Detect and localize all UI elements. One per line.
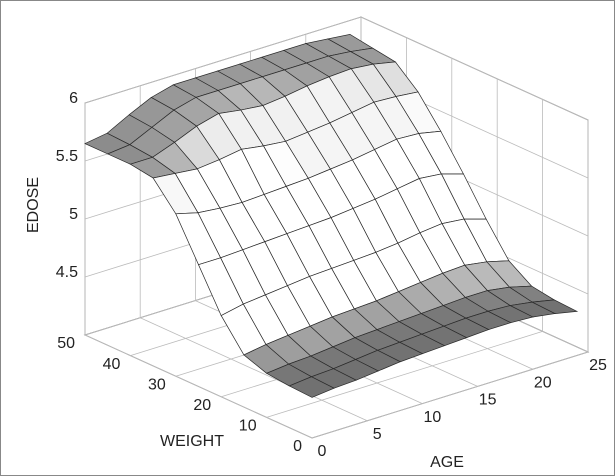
labels: 0 5 10 15 20 25 0 10 20 30 40 50 4.5 5 5.5 6 <box>56 90 607 460</box>
grid-line <box>84 16 362 104</box>
grid-line <box>311 351 589 439</box>
x-tick-label: 25 <box>589 357 607 374</box>
x-tick-label: 15 <box>479 392 497 409</box>
y-tick-label: 20 <box>193 397 211 414</box>
surface-patch <box>288 376 335 398</box>
y-axis-label: WEIGHT <box>160 433 224 450</box>
y-tick-label: 30 <box>148 376 166 393</box>
x-tick-label: 10 <box>424 409 442 426</box>
grid-line <box>266 331 543 418</box>
x-axis-label: AGE <box>430 454 464 471</box>
grid-line <box>140 317 368 422</box>
y-tick-label: 10 <box>239 418 257 435</box>
x-tick-label: 0 <box>318 443 327 460</box>
y-tick-label: 50 <box>57 335 75 352</box>
grid-line <box>84 334 313 439</box>
x-tick-label: 5 <box>373 426 382 443</box>
grid-line <box>360 16 589 121</box>
x-tick-label: 20 <box>534 374 552 391</box>
z-tick-label: 5.5 <box>56 148 78 165</box>
y-tick-label: 40 <box>103 356 121 373</box>
z-tick-label: 6 <box>69 90 78 107</box>
y-tick-label: 0 <box>293 438 302 455</box>
surface <box>84 33 579 398</box>
z-tick-label: 4.5 <box>56 264 78 281</box>
z-tick-label: 5 <box>69 206 78 223</box>
z-axis-label: EDOSE <box>25 177 42 233</box>
